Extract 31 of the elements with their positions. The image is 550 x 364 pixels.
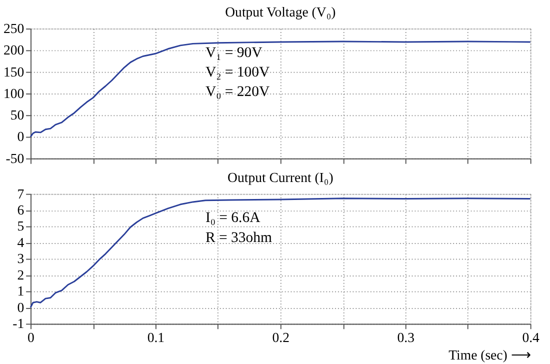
y-tick-label: 3	[17, 251, 24, 266]
line-series	[30, 40, 532, 138]
y-tick-label: 50	[10, 108, 24, 123]
y-tick-label: -1	[12, 316, 24, 332]
chart-title: Output Current (I₀)	[228, 170, 334, 186]
y-tick-label: 250	[3, 20, 24, 36]
chart-title: Output Voltage (V₀)	[225, 4, 336, 20]
y-tick-label: 6	[17, 202, 24, 218]
annotation: V₂ = 100V	[205, 64, 270, 81]
y-tick-label: 0	[17, 129, 24, 144]
x-tick-label: 0.3	[397, 330, 415, 345]
y-tick-label: 7	[17, 186, 24, 202]
y-tick-label: 4	[17, 234, 24, 250]
y-tick-label: 1	[17, 284, 24, 299]
y-tick-label: 5	[17, 218, 24, 234]
y-tick-label: 150	[3, 64, 24, 80]
annotation: R = 33ohm	[205, 230, 272, 246]
y-tick-label: 0	[17, 300, 24, 315]
line-series	[30, 198, 532, 308]
annotation: V₀ = 220V	[205, 84, 270, 100]
y-tick-label: -50	[6, 150, 24, 166]
annotation: V₁ = 90V	[205, 44, 263, 61]
y-tick-label: 200	[3, 42, 24, 58]
y-tick-label: 2	[17, 267, 24, 282]
x-tick-label: 0.2	[272, 330, 290, 345]
x-tick-label: 0	[28, 330, 35, 345]
x-axis-title: Time (sec) ⟶	[448, 348, 531, 363]
annotation: I₀ = 6.6A	[205, 210, 261, 226]
x-tick-label: 0.1	[147, 330, 165, 345]
x-tick-label: 0.4	[522, 330, 540, 345]
y-tick-label: 100	[3, 86, 24, 101]
